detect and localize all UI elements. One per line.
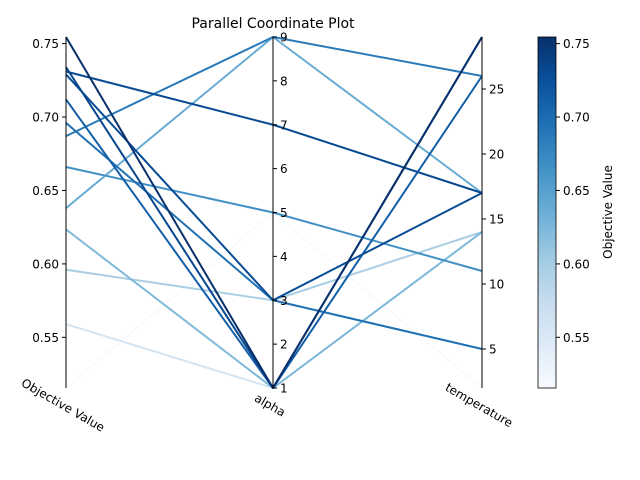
parallel-axes: 0.55 0.60 0.65 0.70 0.75 Objective Value 1 2 3 4 5… xyxy=(19,31,515,435)
axis-tick-label: 0.75 xyxy=(32,37,59,51)
colorbar-tick-label: 0.65 xyxy=(563,184,590,198)
data-line-6 xyxy=(65,165,483,272)
axis-tick-label: 2 xyxy=(280,338,288,352)
axis-tick-label: 5 xyxy=(489,343,497,357)
axis-tick-label: 0.70 xyxy=(32,111,59,125)
axis-tick-label: 4 xyxy=(280,250,288,264)
axis-tick-label: 3 xyxy=(280,294,288,308)
colorbar-label: Objective Value xyxy=(601,165,615,259)
axis-tick-label: 0.60 xyxy=(32,257,59,271)
axis-tick-label: 9 xyxy=(280,31,288,45)
axis-tick-label: 0.55 xyxy=(32,331,59,345)
axis-tick-label: 6 xyxy=(280,162,288,176)
axis-tick-label: 8 xyxy=(280,74,288,88)
colorbar-tick-label: 0.55 xyxy=(563,331,590,345)
data-line-9 xyxy=(65,75,483,389)
axis-tick-label: 7 xyxy=(280,118,288,132)
chart-title: Parallel Coordinate Plot xyxy=(191,16,355,32)
axis-tick-label: 5 xyxy=(280,206,288,220)
axis-tick-label: 0.65 xyxy=(32,184,59,198)
axis-label: Objective Value xyxy=(19,376,107,435)
axis-tick-label: 25 xyxy=(489,83,504,97)
axis-label: temperature xyxy=(443,380,515,430)
axis-tick-label: 1 xyxy=(280,382,288,396)
colorbar-tick-label: 0.75 xyxy=(563,37,590,51)
data-line-11 xyxy=(65,70,483,194)
colorbar: Objective Value 0.55 0.60 0.65 0.70 0.75 xyxy=(537,36,615,389)
colorbar-tick-label: 0.70 xyxy=(563,111,590,125)
colorbar-gradient xyxy=(537,36,557,389)
data-line-3 xyxy=(65,231,483,302)
axis-tick-label: 20 xyxy=(489,148,504,162)
axis-tick-label: 15 xyxy=(489,213,504,227)
data-line-5 xyxy=(65,36,483,209)
data-line-2 xyxy=(65,231,483,389)
colorbar-tick-label: 0.60 xyxy=(563,257,590,271)
axis-tick-label: 10 xyxy=(489,278,504,292)
axis-1: 0.55 0.60 0.65 0.70 0.75 Objective Value xyxy=(19,37,107,435)
